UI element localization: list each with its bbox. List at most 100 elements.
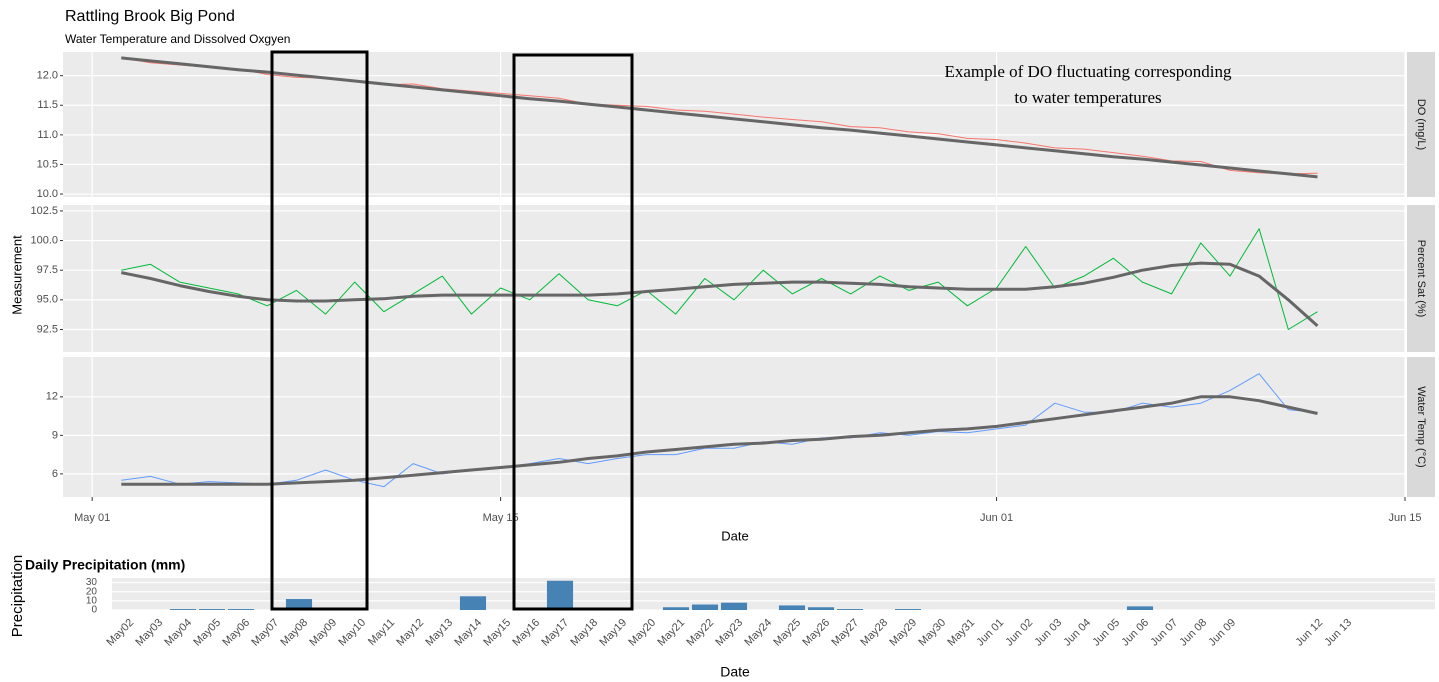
y-tick-label: 12 xyxy=(46,391,58,403)
chart-subtitle: Water Temperature and Dissolved Oxgyen xyxy=(65,32,290,46)
x-tick-label: May18 xyxy=(568,617,600,649)
x-tick-label: Jun 02 xyxy=(1003,617,1035,649)
bar xyxy=(1126,606,1154,610)
bar xyxy=(169,609,197,610)
x-tick-label: May21 xyxy=(655,617,687,649)
y-tick-label: 92.5 xyxy=(37,323,58,335)
x-tick-label: May23 xyxy=(713,617,745,649)
annotation: Example of DO fluctuating corresponding xyxy=(944,62,1232,81)
precip-title: Daily Precipitation (mm) xyxy=(25,557,185,573)
x-tick-label: May08 xyxy=(278,617,310,649)
highlight-box xyxy=(512,53,634,611)
x-tick-label: Jun 04 xyxy=(1061,617,1093,649)
y-tick-label: 95.0 xyxy=(37,294,58,306)
y-tick-label: 10.0 xyxy=(37,188,58,200)
x-tick-label: May09 xyxy=(307,617,339,649)
x-tick-label: May17 xyxy=(539,617,571,649)
bar xyxy=(894,609,922,610)
facet-label: Water Temp (°C) xyxy=(1415,386,1427,467)
y-tick-label: 11.0 xyxy=(37,129,58,141)
bar xyxy=(285,599,313,610)
precip-x-title: Date xyxy=(720,664,750,680)
y-tick-label: 9 xyxy=(52,429,58,441)
x-tick-label: Jun 01 xyxy=(980,512,1013,524)
x-tick-label: May 15 xyxy=(483,512,519,524)
y-tick-label: 10 xyxy=(86,595,98,606)
x-tick-label: May29 xyxy=(887,617,919,649)
x-tick-label: Jun 13 xyxy=(1322,617,1354,649)
x-tick-label: Jun 05 xyxy=(1090,617,1122,649)
y-tick-label: 11.5 xyxy=(37,99,58,111)
x-tick-label: May06 xyxy=(220,617,252,649)
chart-title: Rattling Brook Big Pond xyxy=(65,8,235,25)
x-tick-label: May15 xyxy=(481,617,513,649)
x-tick-label: May16 xyxy=(510,617,542,649)
x-tick-label: Jun 01 xyxy=(974,617,1006,649)
bar xyxy=(691,604,719,610)
data-line xyxy=(121,228,1318,330)
smooth-line xyxy=(121,395,1318,486)
y-tick-label: 12.0 xyxy=(37,70,58,82)
bar xyxy=(198,609,226,610)
x-tick-label: May14 xyxy=(452,617,484,649)
precip-y-title: Precipitation xyxy=(9,555,26,638)
smooth-line xyxy=(121,56,1318,179)
x-tick-label: May02 xyxy=(104,617,136,649)
x-tick-label: May07 xyxy=(249,617,281,649)
bar xyxy=(459,596,487,610)
y-axis-title: Measurement xyxy=(9,235,24,315)
x-tick-label: Jun 15 xyxy=(1388,512,1421,524)
x-tick-label: May11 xyxy=(366,617,397,648)
bar xyxy=(778,605,806,610)
panel-background xyxy=(63,357,1405,497)
x-tick-label: May24 xyxy=(742,617,774,649)
x-tick-label: May10 xyxy=(336,617,368,649)
bar xyxy=(807,607,835,610)
panel-background xyxy=(63,205,1405,352)
y-tick-label: 10.5 xyxy=(37,158,58,170)
x-tick-label: May04 xyxy=(162,617,194,649)
x-tick-label: Jun 07 xyxy=(1148,617,1180,649)
facet-strip xyxy=(1407,357,1435,497)
y-tick-label: 6 xyxy=(52,468,58,480)
y-tick-label: 30 xyxy=(86,577,98,588)
x-tick-label: Jun 06 xyxy=(1119,617,1151,649)
x-tick-label: May26 xyxy=(800,617,832,649)
smooth-line xyxy=(121,261,1319,328)
highlight-box xyxy=(270,50,369,611)
panel-background xyxy=(112,578,1435,610)
facet-label: Percent Sat (%) xyxy=(1415,240,1427,318)
facet-label: DO (mg/L) xyxy=(1415,99,1427,150)
plot-layer: DO (mg/L) 10.0 10.5 11.0 11.5 12.0 Percent Sat… xyxy=(30,52,1435,649)
y-tick-label: 102.5 xyxy=(30,205,58,217)
bar xyxy=(720,602,748,610)
x-tick-label: May12 xyxy=(394,617,426,649)
annotation: to water temperatures xyxy=(1014,88,1161,107)
facet-strip xyxy=(1407,52,1435,197)
bar xyxy=(227,609,255,610)
y-tick-label: 20 xyxy=(86,586,98,597)
facet-strip xyxy=(1407,205,1435,352)
x-tick-label: Jun 12 xyxy=(1293,617,1325,649)
x-tick-label: May05 xyxy=(191,617,223,649)
x-tick-label: May03 xyxy=(133,617,165,649)
y-tick-label: 97.5 xyxy=(37,264,58,276)
bar xyxy=(662,607,690,610)
x-tick-label: May22 xyxy=(684,617,716,649)
x-tick-label: May20 xyxy=(626,617,658,649)
x-tick-label: May 01 xyxy=(74,512,110,524)
x-tick-label: May19 xyxy=(597,617,629,649)
x-axis-title: Date xyxy=(721,528,748,543)
x-tick-label: Jun 09 xyxy=(1206,617,1238,649)
x-tick-label: May28 xyxy=(858,617,890,649)
x-tick-label: May13 xyxy=(423,617,455,649)
bar xyxy=(836,609,864,610)
y-tick-label: 0 xyxy=(91,605,97,616)
x-tick-label: May27 xyxy=(829,617,861,649)
x-tick-label: May30 xyxy=(916,617,948,649)
x-tick-label: May31 xyxy=(945,617,977,649)
x-tick-label: May25 xyxy=(771,617,803,649)
y-tick-label: 100.0 xyxy=(30,234,58,246)
bar xyxy=(546,580,574,610)
